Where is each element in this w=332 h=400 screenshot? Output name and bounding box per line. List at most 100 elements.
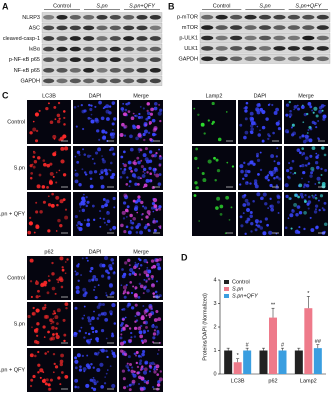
band	[316, 14, 329, 20]
cell	[309, 105, 313, 109]
cell	[103, 168, 108, 173]
cell	[250, 221, 254, 226]
band	[43, 36, 55, 41]
cell	[125, 182, 129, 186]
cell	[47, 387, 52, 391]
cell	[138, 362, 142, 366]
cell	[133, 370, 136, 373]
cell	[154, 168, 157, 171]
cell	[37, 363, 41, 367]
cell	[127, 368, 131, 372]
cell	[121, 170, 126, 175]
cell	[87, 318, 92, 323]
cell	[269, 204, 274, 209]
cell	[54, 315, 59, 320]
cell	[321, 207, 324, 210]
column-label: DAPI	[89, 93, 102, 99]
cell	[63, 123, 66, 126]
column-label: p62	[44, 249, 53, 255]
cell	[121, 350, 125, 354]
cell	[129, 281, 133, 284]
cell	[143, 270, 148, 275]
cell	[37, 371, 40, 374]
cell	[57, 101, 61, 105]
x-tick-label: LC3B	[231, 378, 245, 384]
panel-label: B	[168, 1, 175, 11]
cell	[134, 286, 138, 290]
band	[123, 67, 135, 73]
cell	[94, 278, 99, 282]
band	[258, 46, 272, 51]
cell	[136, 126, 139, 128]
cell	[153, 370, 157, 374]
cell	[142, 321, 146, 325]
cell	[246, 181, 249, 184]
band	[316, 56, 329, 62]
cell	[86, 222, 91, 227]
cell	[300, 105, 305, 110]
cell	[264, 217, 268, 221]
row-label: p-mTOR	[177, 15, 198, 21]
cell	[103, 382, 107, 385]
cell	[152, 128, 157, 133]
cell	[112, 103, 115, 106]
cell	[128, 185, 131, 188]
cell	[293, 171, 297, 175]
cell	[43, 336, 46, 338]
cell	[302, 170, 306, 175]
panel-label: D	[181, 252, 188, 262]
cell	[240, 224, 244, 228]
cell	[194, 181, 198, 185]
cell	[323, 222, 328, 226]
cell	[78, 202, 83, 206]
cell	[307, 207, 310, 210]
cell	[293, 202, 298, 207]
cell	[136, 156, 140, 160]
cell	[301, 153, 304, 156]
cell	[292, 131, 297, 136]
band	[230, 56, 243, 62]
band	[83, 14, 95, 20]
cell	[287, 176, 291, 180]
cell	[122, 217, 126, 220]
cell	[152, 295, 156, 298]
cell	[260, 196, 264, 200]
cell	[140, 165, 144, 169]
cell	[142, 350, 146, 354]
cell	[243, 193, 247, 197]
blot-strip	[41, 65, 163, 76]
cell	[135, 351, 139, 354]
cell	[257, 133, 262, 137]
row-label: mTOR	[182, 25, 198, 31]
cell	[113, 322, 117, 325]
cell	[74, 155, 77, 158]
cell	[105, 269, 109, 273]
cell	[275, 107, 279, 112]
cell	[86, 200, 90, 204]
cell	[155, 280, 158, 283]
cell	[28, 221, 33, 226]
cell	[64, 215, 69, 220]
cell	[140, 115, 144, 119]
cell	[195, 186, 199, 190]
cell	[194, 156, 198, 161]
cell	[56, 322, 59, 325]
cell	[135, 136, 139, 141]
cell	[76, 353, 81, 358]
band	[149, 46, 161, 52]
cell	[62, 173, 67, 177]
cell	[91, 316, 95, 321]
cell	[123, 230, 127, 234]
cell	[41, 306, 46, 311]
cell	[141, 213, 144, 215]
cell	[51, 261, 54, 265]
cell	[284, 183, 289, 188]
cell	[102, 136, 107, 141]
cell	[74, 331, 76, 334]
cell	[277, 120, 281, 123]
cell	[120, 284, 123, 287]
cell	[317, 120, 320, 122]
cell	[29, 176, 33, 180]
band	[302, 35, 315, 41]
cell	[49, 120, 54, 125]
